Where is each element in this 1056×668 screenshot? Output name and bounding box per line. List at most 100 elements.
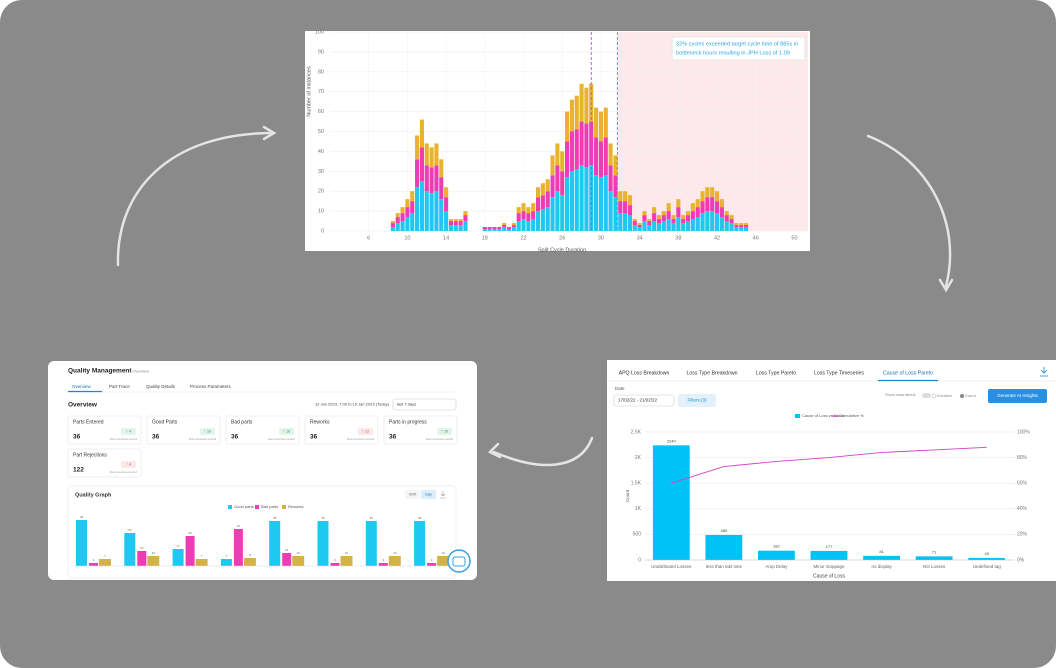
bar-segment [419,181,424,231]
bar-segment [608,191,613,231]
bar-segment [444,197,449,212]
bar-segment [661,215,666,222]
bar-segment [550,197,555,231]
tab[interactable]: Part Trace [109,384,130,389]
y-tick-label: 50 [318,129,324,135]
bar-segment [666,203,671,212]
y2-tick-label: 40% [1017,506,1028,512]
bar-segment [448,219,454,222]
y-tick-label: 500 [633,532,642,538]
bar-segment [705,211,710,231]
period-select[interactable] [392,398,457,411]
robot-icon[interactable] [447,549,471,573]
bar-segment [700,213,705,231]
bar-segment [594,107,599,138]
y-tick-label: 1K [635,506,642,512]
value-label: 3 [334,558,336,562]
bar-segment [439,199,444,231]
legend-label: Bad parts [261,504,278,509]
bar-segment [482,227,487,230]
x-tick-label: 22 [520,235,526,241]
y-tick-label: 40 [318,149,324,155]
x-axis-label: Split Cycle Duration [538,247,586,253]
toggle[interactable] [922,393,931,398]
download-icon[interactable] [440,491,446,499]
kpi-card [225,415,300,445]
kpi-change: ↑ 10 [204,429,212,434]
bar-segment [555,165,560,192]
bar-segment [535,211,541,231]
bar-segment [545,191,550,208]
bar [233,529,243,566]
tab[interactable]: APQ Loss Breakdown [619,370,670,376]
bar-segment [666,211,671,220]
bar-segment [506,229,512,231]
bar-segment [410,201,415,214]
bar-segment [714,213,720,231]
bar-segment [714,191,720,202]
bar [330,563,340,566]
toggle-button[interactable] [421,490,436,499]
ai-button[interactable] [988,389,1047,403]
bar-segment [516,213,521,222]
legend-label: Good parts [234,504,254,509]
x-tick-label: 14 [443,235,449,241]
bar-segment [569,131,574,172]
bar-segment [642,215,647,222]
bar [863,555,900,560]
bar-segment [685,221,691,231]
bar-segment [695,217,700,231]
x-tick-label: 6 [367,235,370,241]
bar-segment [579,83,584,122]
bar-segment [676,207,681,218]
bar-segment [579,165,584,231]
robot-button[interactable] [447,549,471,573]
bar-segment [724,215,729,222]
value-label: 10 [152,551,156,555]
radio[interactable] [960,394,964,398]
tab[interactable]: Cause of Loss Pareto [883,370,933,376]
tab[interactable]: Loss Type Timeseries [814,370,864,376]
tab[interactable]: Overview [72,384,92,389]
bar-segment [603,137,608,176]
radio-label: Duration [937,393,952,398]
bar-segment [540,209,545,231]
bar-segment [516,207,521,214]
bar-segment [637,225,642,228]
bar-segment [598,177,603,231]
bar-segment [429,193,434,231]
toggle-button[interactable] [405,490,420,499]
bar [915,556,953,560]
tab[interactable]: Quality Details [146,384,176,389]
bar-segment [448,225,454,231]
bar-segment [719,217,724,231]
filters-button[interactable] [678,394,716,407]
kpi-subtext: than previous period [110,470,138,474]
kpi-value: 36 [152,434,160,441]
date-value: 17/02/22 - 21/02/22 [618,398,658,403]
tab[interactable]: Loss Type Pareto [756,370,796,376]
tab[interactable]: Loss Type Breakdown [687,370,738,376]
bar-segment [415,187,420,231]
bar [427,563,437,566]
bar [172,549,184,566]
x-tick-label: 34 [637,235,643,241]
tab[interactable]: Process Parameters [190,384,232,389]
download-icon[interactable] [1040,367,1048,377]
bar-segment [744,223,749,226]
bar-segment [642,211,647,216]
bar-segment [540,183,545,196]
date-input[interactable] [613,394,675,407]
value-label: 13 [285,548,289,552]
legend-label: Cumulative % [839,413,864,418]
kpi-label: Parts Entered [73,419,104,425]
legend-label: Reworks [288,504,304,509]
y-tick-label: 1.5K [631,481,642,487]
radio[interactable] [931,393,937,399]
bar-segment [497,229,502,231]
bar-segment [415,135,420,160]
x-axis-label: Cause of Loss [813,573,845,579]
bar-segment [565,177,570,231]
bar-segment [661,211,666,216]
bar-segment [724,211,729,216]
